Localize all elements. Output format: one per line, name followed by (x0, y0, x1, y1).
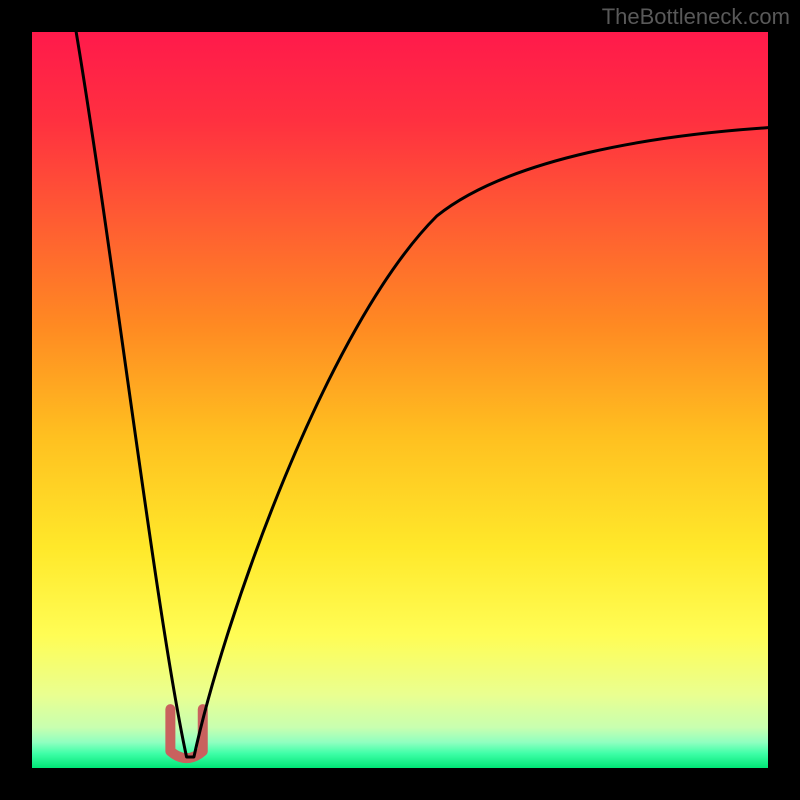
plot-background (32, 32, 768, 768)
watermark-text: TheBottleneck.com (602, 4, 790, 30)
chart-container: TheBottleneck.com (0, 0, 800, 800)
chart-svg (0, 0, 800, 800)
